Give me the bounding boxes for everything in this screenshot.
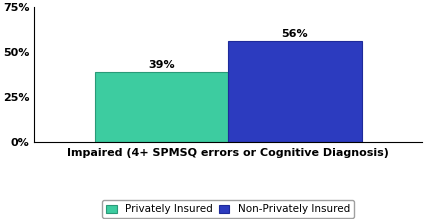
Bar <box>228 41 362 142</box>
Text: 39%: 39% <box>148 60 175 70</box>
Legend: Privately Insured, Non-Privately Insured: Privately Insured, Non-Privately Insured <box>102 200 354 219</box>
Text: 56%: 56% <box>282 29 308 39</box>
Bar <box>95 72 228 142</box>
X-axis label: Impaired (4+ SPMSQ errors or Cognitive Diagnosis): Impaired (4+ SPMSQ errors or Cognitive D… <box>67 148 389 158</box>
